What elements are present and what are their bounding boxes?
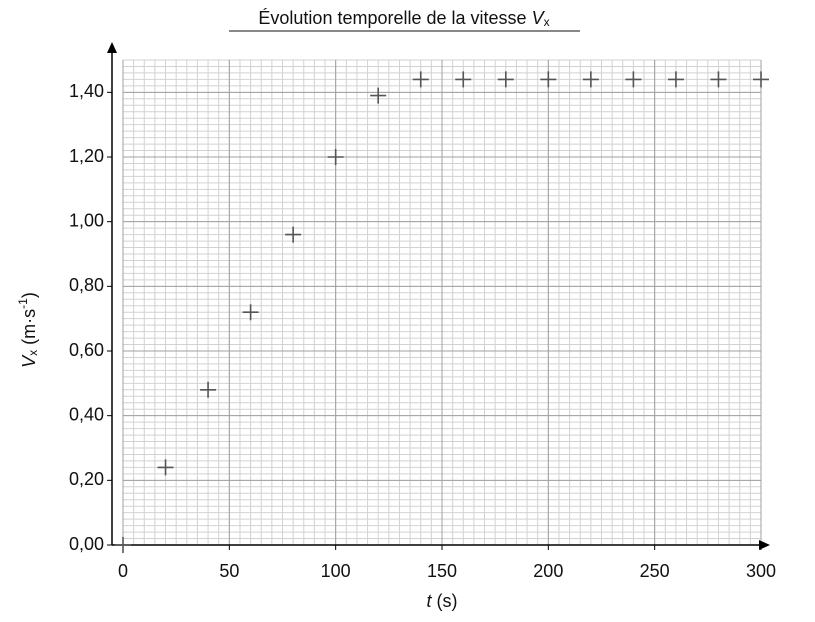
y-tick-label: 0,40 — [69, 404, 104, 424]
data-point — [115, 537, 131, 553]
data-point — [497, 71, 514, 88]
x-tick-label: 150 — [427, 561, 457, 581]
data-point — [200, 381, 217, 398]
y-label-exponent: -1 — [16, 298, 30, 309]
y-tick-label: 1,20 — [69, 146, 104, 166]
y-tick-label: 0,60 — [69, 340, 104, 360]
y-axis-arrow — [107, 42, 117, 53]
y-tick-label: 1,40 — [69, 81, 104, 101]
title-text: Évolution temporelle de la vitesse — [258, 8, 526, 28]
x-label-unit: (s) — [437, 591, 458, 611]
x-tick-label: 200 — [533, 561, 563, 581]
y-label-subscript: x — [26, 350, 40, 356]
y-label-close: ) — [19, 292, 39, 298]
data-point — [625, 71, 642, 88]
x-tick-label: 50 — [219, 561, 239, 581]
chart-title: Évolution temporelle de la vitesse Vx — [258, 8, 549, 29]
data-point — [455, 71, 472, 88]
data-point — [327, 149, 344, 165]
x-tick-label: 0 — [118, 561, 128, 581]
major-grid — [122, 60, 762, 546]
data-point — [157, 459, 174, 476]
y-axis-label: Vx (m·s-1) — [16, 292, 40, 368]
data-point — [412, 71, 429, 88]
data-point — [710, 71, 727, 88]
x-tick-label: 300 — [746, 561, 776, 581]
y-label-symbol: V — [19, 354, 39, 368]
x-tick-label: 250 — [640, 561, 670, 581]
title-symbol: V — [532, 8, 546, 28]
y-tick-label: 0,00 — [69, 534, 104, 554]
y-tick-label: 0,80 — [69, 275, 104, 295]
title-subscript: x — [544, 15, 550, 29]
y-label-unit: (m·s — [19, 309, 39, 345]
x-axis-arrow — [759, 540, 770, 550]
x-tick-label: 100 — [321, 561, 351, 581]
y-tick-label: 1,00 — [69, 210, 104, 230]
data-point — [582, 71, 599, 88]
data-point — [753, 71, 769, 88]
data-point — [540, 71, 557, 88]
y-tick-label: 0,20 — [69, 469, 104, 489]
data-point — [285, 226, 302, 243]
data-point — [242, 304, 259, 321]
data-point — [370, 87, 387, 104]
data-point — [667, 71, 684, 88]
x-axis-label: t (s) — [426, 591, 457, 611]
x-label-symbol: t — [426, 591, 432, 611]
